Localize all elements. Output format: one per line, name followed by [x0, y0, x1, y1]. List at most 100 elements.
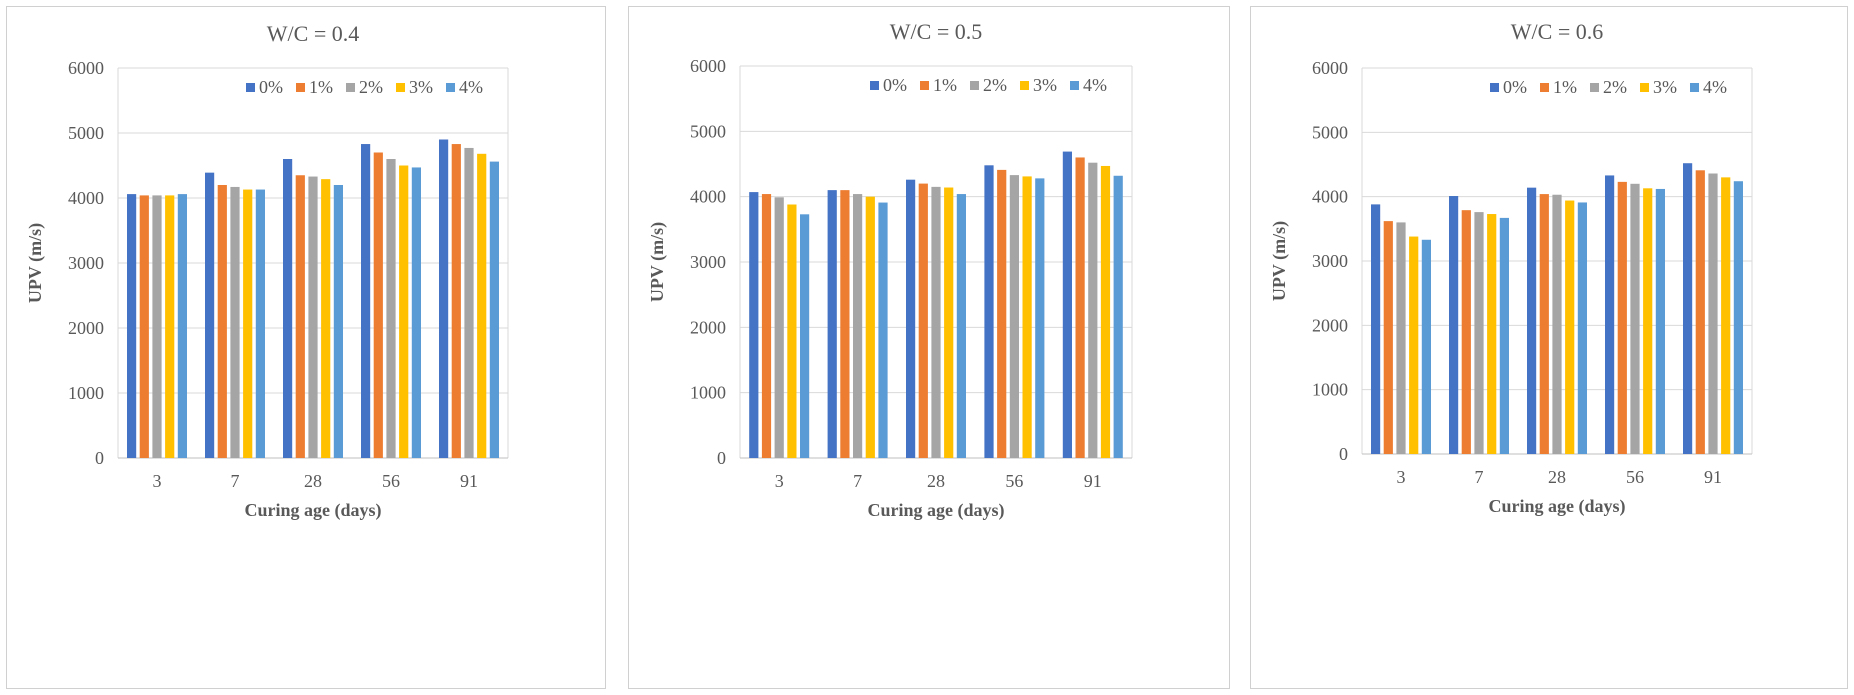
- bar-0pct-age-7: [205, 172, 215, 458]
- bar-2pct-age-3: [152, 195, 162, 458]
- bar-4pct-age-56: [1035, 178, 1045, 458]
- x-tick-label: 56: [1626, 467, 1644, 487]
- bar-4pct-age-3: [800, 214, 810, 458]
- bar-0pct-age-56: [361, 144, 371, 459]
- x-tick-label: 7: [1475, 467, 1484, 487]
- bar-0pct-age-56: [1605, 175, 1615, 455]
- bar-3pct-age-56: [399, 165, 409, 458]
- legend-label: 4%: [459, 77, 483, 97]
- x-tick-label: 7: [231, 471, 240, 491]
- bar-4pct-age-56: [1655, 188, 1665, 455]
- legend-swatch-2pct: [346, 83, 355, 92]
- x-tick-label: 28: [927, 471, 945, 491]
- bar-2pct-age-28: [931, 186, 941, 458]
- bar-4pct-age-28: [956, 194, 966, 458]
- bar-0pct-age-28: [1527, 187, 1537, 454]
- bar-0pct-age-91: [1683, 163, 1693, 455]
- chart-panel-wc-0-5: W/C = 0.5 0 1000 2000 3000 4000 5000 6000 3 7 28 56…: [628, 6, 1230, 689]
- y-tick-label: 3000: [1312, 251, 1348, 271]
- bar-0pct-age-3: [749, 192, 759, 459]
- x-tick-label: 28: [304, 471, 322, 491]
- bar-4pct-age-3: [1421, 239, 1431, 454]
- x-tick-label: 3: [775, 471, 784, 491]
- x-tick-label: 91: [1084, 471, 1102, 491]
- chart-svg: W/C = 0.6 0 1000 2000 3000 4000 5000 6000 3 7 28 56…: [1269, 19, 1753, 517]
- legend-label: 0%: [883, 75, 907, 95]
- y-tick-label: 5000: [68, 123, 104, 143]
- x-axis-label: Curing age (days): [867, 500, 1004, 521]
- chart-panel-wc-0-6: W/C = 0.6 0 1000 2000 3000 4000 5000 6000 3 7 28 56…: [1250, 6, 1848, 689]
- legend-swatch-1pct: [296, 83, 305, 92]
- legend-swatch-3pct: [1020, 81, 1029, 90]
- bar-3pct-age-3: [165, 195, 175, 458]
- bar-2pct-age-56: [386, 159, 396, 458]
- legend-label: 3%: [1033, 75, 1057, 95]
- y-tick-label: 4000: [690, 187, 726, 207]
- bar-2pct-age-28: [308, 176, 318, 459]
- x-tick-label: 91: [1704, 467, 1722, 487]
- legend-swatch-0pct: [246, 83, 255, 92]
- legend-label: 1%: [309, 77, 333, 97]
- y-tick-label: 4000: [1312, 187, 1348, 207]
- bar-0pct-age-91: [439, 139, 449, 458]
- y-tick-label: 5000: [1312, 122, 1348, 142]
- y-tick-label: 1000: [68, 383, 104, 403]
- bar-4pct-age-7: [1499, 217, 1509, 454]
- bar-4pct-age-56: [411, 167, 421, 458]
- bar-3pct-age-91: [1100, 165, 1111, 458]
- legend-swatch-0pct: [1490, 83, 1499, 92]
- bar-0pct-age-28: [906, 179, 916, 458]
- bar-2pct-age-3: [774, 197, 784, 458]
- bar-3pct-age-7: [243, 189, 253, 459]
- bar-1pct-age-3: [761, 194, 772, 458]
- bar-1pct-age-28: [918, 183, 928, 458]
- legend-label: 3%: [1653, 77, 1677, 97]
- bar-2pct-age-7: [853, 194, 863, 458]
- bar-1pct-age-91: [1075, 157, 1085, 458]
- x-tick-label: 56: [1005, 471, 1023, 491]
- x-tick-label: 91: [460, 471, 478, 491]
- bar-1pct-age-3: [139, 195, 149, 458]
- bar-2pct-age-28: [1552, 194, 1562, 454]
- legend-swatch-4pct: [1690, 83, 1699, 92]
- bar-4pct-age-28: [1577, 202, 1587, 454]
- y-tick-label: 2000: [68, 318, 104, 338]
- y-tick-label: 0: [717, 448, 726, 468]
- bar-3pct-age-91: [1721, 177, 1731, 454]
- chart-title: W/C = 0.5: [890, 19, 982, 44]
- x-axis-label: Curing age (days): [244, 500, 381, 521]
- x-tick-label: 28: [1548, 467, 1566, 487]
- bar-3pct-age-28: [321, 179, 331, 458]
- bar-1pct-age-56: [997, 169, 1007, 458]
- bar-1pct-age-91: [1695, 170, 1705, 455]
- y-tick-label: 2000: [1312, 315, 1348, 335]
- legend-label: 2%: [359, 77, 383, 97]
- x-tick-label: 3: [1397, 467, 1406, 487]
- bar-4pct-age-91: [489, 161, 499, 458]
- legend-swatch-3pct: [1640, 83, 1649, 92]
- bar-3pct-age-56: [1022, 176, 1032, 458]
- y-tick-label: 4000: [68, 188, 104, 208]
- bar-4pct-age-91: [1733, 181, 1743, 454]
- legend-swatch-3pct: [396, 83, 405, 92]
- x-tick-label: 56: [382, 471, 400, 491]
- legend-swatch-1pct: [920, 81, 929, 90]
- bar-0pct-age-56: [984, 165, 994, 458]
- bar-0pct-age-7: [1449, 196, 1459, 455]
- x-tick-label: 3: [153, 471, 162, 491]
- legend-swatch-2pct: [1590, 83, 1599, 92]
- bar-1pct-age-28: [1539, 194, 1549, 455]
- bar-3pct-age-3: [787, 204, 797, 458]
- legend-label: 4%: [1703, 77, 1727, 97]
- bar-2pct-age-7: [1474, 212, 1484, 454]
- y-axis-label: UPV (m/s): [1269, 221, 1290, 301]
- legend-label: 1%: [933, 75, 957, 95]
- bar-3pct-age-91: [477, 153, 487, 459]
- bar-4pct-age-7: [878, 202, 888, 458]
- bar-3pct-age-7: [865, 196, 875, 458]
- bar-4pct-age-28: [333, 185, 343, 458]
- y-tick-label: 1000: [1312, 380, 1348, 400]
- bar-4pct-age-3: [177, 194, 187, 458]
- bar-1pct-age-7: [217, 185, 227, 458]
- bar-1pct-age-3: [1383, 221, 1393, 454]
